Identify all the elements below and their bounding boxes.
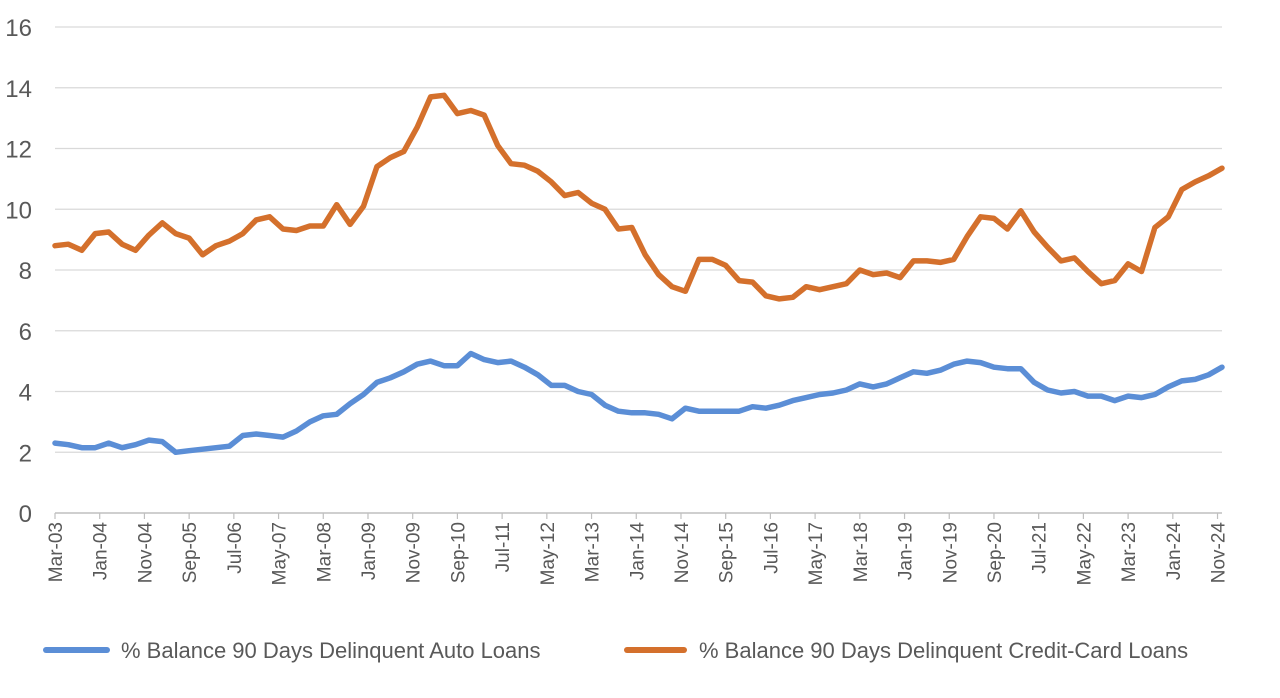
x-tick-label-jul-06: Jul-06 xyxy=(225,522,246,574)
y-tick-label-0: 0 xyxy=(19,501,32,528)
gridlines xyxy=(55,26,1222,453)
legend: % Balance 90 Days Delinquent Auto Loans … xyxy=(43,638,1188,663)
x-tick-label-mar-18: Mar-18 xyxy=(851,522,872,582)
series-lines xyxy=(52,92,1225,456)
x-tick-label-may-17: May-17 xyxy=(806,522,827,585)
x-axis xyxy=(54,512,1222,519)
x-tick-label-jan-14: Jan-14 xyxy=(627,522,648,581)
y-tick-label-10: 10 xyxy=(5,197,32,224)
y-tick-label-4: 4 xyxy=(19,380,32,407)
x-tick-label-jul-16: Jul-16 xyxy=(761,522,782,574)
y-tick-label-6: 6 xyxy=(19,319,32,346)
x-tick-label-jan-04: Jan-04 xyxy=(91,522,112,581)
x-tick-label-nov-19: Nov-19 xyxy=(940,522,961,583)
y-tick-label-8: 8 xyxy=(19,258,32,285)
x-tick-label-jan-19: Jan-19 xyxy=(896,522,917,580)
x-tick-label-nov-09: Nov-09 xyxy=(404,522,425,583)
y-axis-tick-labels: 0 2 4 6 8 10 12 14 16 xyxy=(5,15,32,528)
x-tick-label-sep-10: Sep-10 xyxy=(448,522,469,583)
legend-item-auto-loans: % Balance 90 Days Delinquent Auto Loans xyxy=(43,638,541,663)
x-tick-label-may-22: May-22 xyxy=(1074,522,1095,585)
x-tick-label-jul-11: Jul-11 xyxy=(493,522,514,572)
x-tick-label-sep-05: Sep-05 xyxy=(180,522,201,583)
x-axis-tick-labels: Mar-03 Jan-04 Nov-04 Sep-05 Jul-06 May-07 Mar-… xyxy=(46,522,1230,586)
x-tick-label-jan-09: Jan-09 xyxy=(359,522,380,580)
x-tick-label-mar-03: Mar-03 xyxy=(46,522,67,582)
legend-label-auto-loans: % Balance 90 Days Delinquent Auto Loans xyxy=(121,638,541,663)
y-tick-label-12: 12 xyxy=(5,137,32,164)
x-tick-label-sep-20: Sep-20 xyxy=(985,522,1006,583)
x-tick-label-jul-21: Jul-21 xyxy=(1030,522,1051,574)
x-tick-label-nov-14: Nov-14 xyxy=(672,522,693,584)
y-tick-label-16: 16 xyxy=(5,15,32,42)
x-tick-label-nov-04: Nov-04 xyxy=(135,522,156,584)
x-tick-label-may-12: May-12 xyxy=(538,522,559,585)
legend-item-credit-card-loans: % Balance 90 Days Delinquent Credit-Card… xyxy=(624,638,1188,663)
x-tick-label-mar-23: Mar-23 xyxy=(1119,522,1140,582)
series-line-balance-90-days-delinquent-auto-loans xyxy=(52,350,1225,456)
legend-label-credit-card-loans: % Balance 90 Days Delinquent Credit-Card… xyxy=(699,638,1188,663)
series-line-balance-90-days-delinquent-credit-card-loans xyxy=(52,92,1225,302)
x-tick-label-mar-08: Mar-08 xyxy=(314,522,335,582)
y-tick-label-14: 14 xyxy=(5,76,32,103)
x-tick-label-sep-15: Sep-15 xyxy=(717,522,738,583)
y-tick-label-2: 2 xyxy=(19,440,32,467)
x-tick-label-nov-24: Nov-24 xyxy=(1209,522,1230,584)
x-tick-label-may-07: May-07 xyxy=(270,522,291,585)
x-tick-label-mar-13: Mar-13 xyxy=(583,522,604,582)
x-tick-label-jan-24: Jan-24 xyxy=(1164,522,1185,581)
